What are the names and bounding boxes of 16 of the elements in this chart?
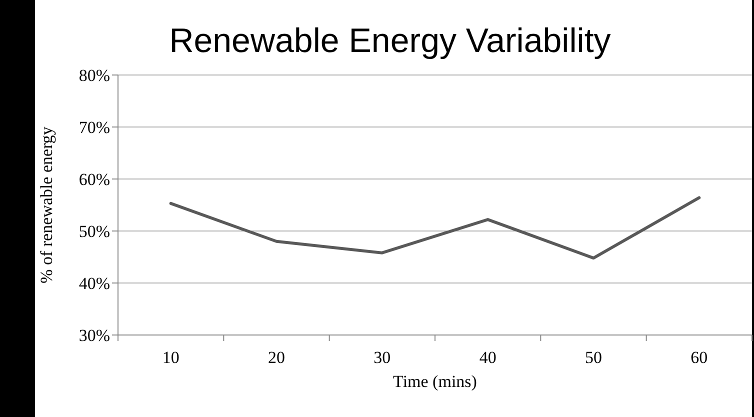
x-axis-title: Time (mins) <box>393 372 477 391</box>
y-tick-label: 60% <box>78 170 110 189</box>
x-tick-label: 30 <box>374 348 391 367</box>
x-tick-label: 60 <box>690 348 708 367</box>
line-series <box>169 196 701 260</box>
y-tick-label: 50% <box>78 222 110 241</box>
x-tick-label: 50 <box>585 348 602 367</box>
x-tick-label: 10 <box>162 348 180 367</box>
y-axis-title: % of renewable energy <box>37 126 56 284</box>
y-tick-label: 70% <box>78 118 110 137</box>
y-tick-label: 40% <box>78 274 110 293</box>
y-tick-label: 30% <box>78 326 110 345</box>
chart-title: Renewable Energy Variability <box>169 22 611 60</box>
x-tick-label: 20 <box>268 348 285 367</box>
y-tick-label: 80% <box>78 66 110 85</box>
x-tick-label: 40 <box>479 348 496 367</box>
